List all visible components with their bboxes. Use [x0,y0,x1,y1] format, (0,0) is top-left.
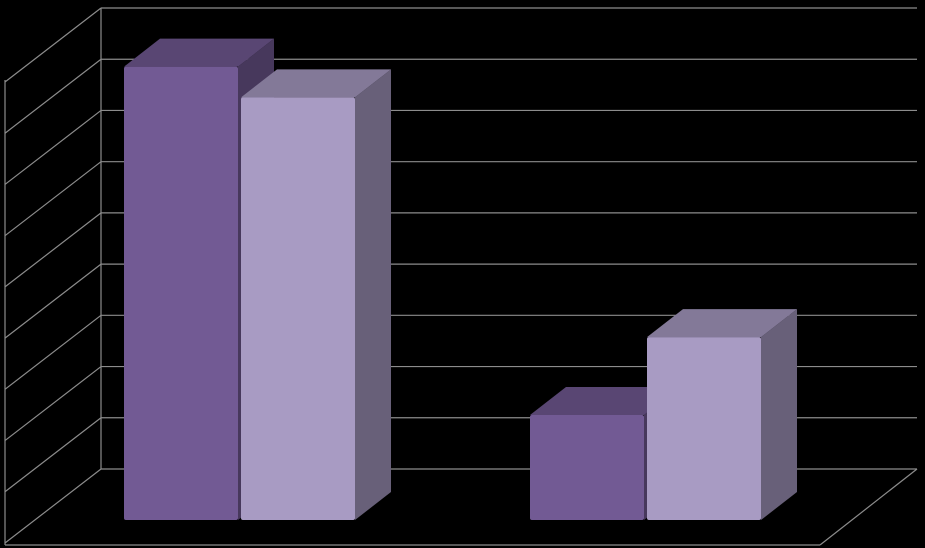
bar [241,97,355,521]
grid-line-wall [4,314,102,390]
grid-line-wall [4,212,102,288]
grid-line-wall [4,161,102,237]
grid-line-wall [4,366,102,442]
bar-side [355,69,391,521]
bar-top [241,69,391,98]
grid-line-wall [4,468,102,544]
bar-top [647,309,797,338]
grid-line-wall [4,7,102,83]
grid-line-wall [4,58,102,134]
bar-top [124,38,274,67]
floor-right-edge [819,468,918,546]
grid-line-wall [4,417,102,493]
bar-side [761,309,797,520]
bar [124,66,238,520]
bar [530,414,644,520]
grid-line-wall [4,109,102,185]
grid-line-wall [4,263,102,339]
bar [647,337,761,520]
bar-top [530,386,680,415]
